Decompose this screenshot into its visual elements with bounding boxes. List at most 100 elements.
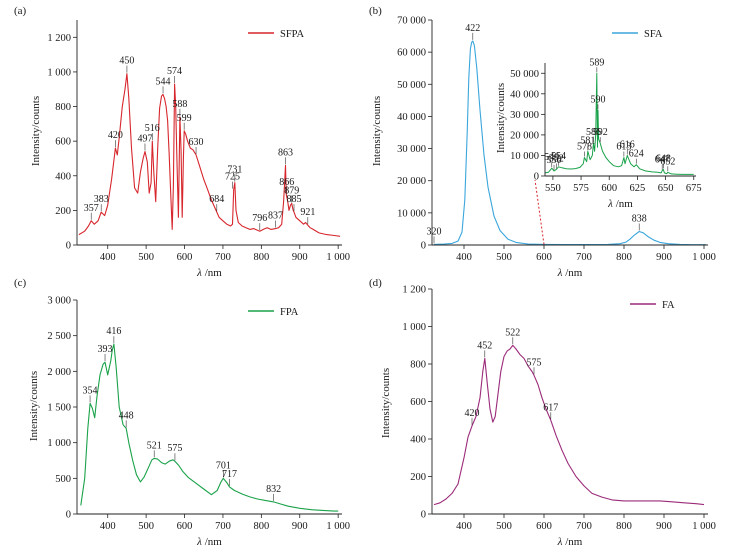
x-tick-label: 650: [658, 183, 674, 194]
peak-label: 578: [577, 142, 592, 153]
legend-label: FA: [662, 300, 675, 311]
peak-label: 838: [632, 214, 647, 225]
inset-plot: 550 575 600 625 650 675 0 10 000 20 000 30 000 40 …: [495, 57, 702, 245]
x-axis-label: λ /nm: [196, 267, 222, 279]
peak-label: 599: [177, 113, 192, 124]
x-axis-unit: /nm: [202, 536, 222, 548]
y-tick-label: 0: [66, 510, 71, 521]
peak-label: 516: [145, 123, 160, 134]
x-tick-label: 400: [100, 521, 116, 532]
panel-d: 400 500 600 700 800 900 1 000 0 200 400 600 800 1 00…: [369, 277, 716, 548]
x-axis-unit: /nm: [562, 267, 582, 279]
x-tick-label: 800: [616, 252, 632, 263]
peak-label: 575: [167, 443, 182, 454]
y-tick-label: 2 000: [47, 367, 71, 378]
panel-c: 400 500 600 700 800 900 1 000 0 500 1 000 1 500 2 0…: [14, 277, 350, 548]
peak-label: 616: [620, 139, 635, 150]
peak-label: 574: [167, 66, 182, 77]
x-axis-unit: /nm: [562, 536, 582, 548]
x-axis-variable: λ: [196, 267, 202, 279]
x-axis-variable: λ: [196, 536, 202, 548]
peak-label: 879: [284, 185, 299, 196]
peak-label: 575: [527, 357, 542, 368]
x-tick-label: 900: [292, 521, 308, 532]
peak-label: 522: [505, 327, 520, 338]
peak-label: 586: [586, 127, 601, 138]
x-tick-label: 600: [177, 521, 193, 532]
peak-label: 521: [147, 440, 162, 451]
legend-label: FPA: [280, 307, 299, 318]
series-line-sfa: [544, 72, 694, 175]
peak-label: 837: [268, 211, 283, 222]
x-tick-label: 550: [545, 183, 561, 194]
peak-label: 420: [465, 408, 480, 419]
x-axis-variable: λ: [557, 536, 563, 548]
y-tick-label: 60 000: [397, 48, 426, 59]
y-axis-label: Intensity/counts: [28, 371, 40, 441]
x-axis-unit: /nm: [202, 267, 222, 279]
x-tick-label: 500: [138, 521, 154, 532]
y-tick-label: 200: [410, 472, 426, 483]
y-tick-label: 1 000: [402, 322, 426, 333]
x-tick-label: 400: [100, 252, 116, 263]
y-tick-label: 10 000: [510, 151, 539, 162]
x-tick-label: 1 000: [326, 521, 350, 532]
peak-label: 725: [225, 172, 240, 183]
series-line-sfa: [433, 40, 706, 246]
x-tick-label: 900: [292, 252, 308, 263]
x-axis-label: λ /nm: [557, 267, 583, 279]
x-tick-label: 500: [496, 521, 512, 532]
y-tick-label: 40 000: [510, 89, 539, 100]
legend-label: SFPA: [280, 29, 305, 40]
series-line-fa: [433, 344, 705, 506]
y-tick-label: 10 000: [397, 208, 426, 219]
legend: SFA: [612, 29, 663, 40]
peak-label: 866: [279, 177, 294, 188]
peak-label: 393: [98, 344, 113, 355]
x-tick-label: 700: [215, 252, 231, 263]
y-tick-label: 0: [534, 172, 539, 183]
y-tick-label: 70 000: [397, 16, 426, 27]
y-tick-label: 200: [55, 206, 71, 217]
peak-label: 588: [172, 99, 187, 110]
peak-label: 630: [189, 137, 204, 148]
x-axis-label: λ /nm: [607, 198, 633, 210]
legend: FA: [630, 300, 675, 311]
x-tick-label: 1 000: [692, 521, 716, 532]
x-tick-label: 800: [253, 252, 269, 263]
y-tick-label: 400: [410, 435, 426, 446]
peak-label: 320: [427, 226, 442, 237]
y-tick-label: 0: [421, 241, 426, 252]
y-tick-label: 1 000: [47, 67, 71, 78]
panel-label: (d): [369, 277, 382, 289]
x-tick-label: 600: [536, 252, 552, 263]
peak-label: 383: [94, 194, 109, 205]
peak-label: 684: [209, 194, 224, 205]
x-tick-label: 600: [177, 252, 193, 263]
x-tick-label: 700: [576, 521, 592, 532]
peak-label: 921: [300, 207, 315, 218]
y-tick-label: 600: [55, 137, 71, 148]
panel-a: 400 500 600 700 800 900 1 000 0 200 400 600 800 1 00…: [14, 5, 350, 279]
inset-connector-line: [534, 179, 545, 245]
peak-label: 448: [119, 410, 134, 421]
inset-y-axis-label: Intensity/counts: [495, 83, 507, 153]
peak-label: 647: [655, 155, 670, 166]
y-tick-label: 3 000: [47, 296, 71, 307]
y-tick-label: 1 500: [47, 403, 71, 414]
x-tick-label: 625: [630, 183, 646, 194]
x-axis-variable: λ: [557, 267, 563, 279]
x-tick-label: 700: [576, 252, 592, 263]
y-tick-label: 800: [410, 360, 426, 371]
legend: FPA: [248, 307, 299, 318]
y-tick-label: 1 200: [402, 285, 426, 296]
peak-label: 554: [551, 151, 566, 162]
x-tick-label: 500: [496, 252, 512, 263]
panel-label: (b): [369, 5, 382, 17]
peak-label: 581: [580, 135, 595, 146]
x-tick-label: 575: [573, 183, 589, 194]
peak-label: 617: [543, 402, 558, 413]
panel-b: 400 500 600 700 800 900 1 000 0 10 000 20 000 30 0…: [369, 5, 716, 279]
y-tick-label: 20 000: [510, 130, 539, 141]
peak-label: 420: [108, 130, 123, 141]
